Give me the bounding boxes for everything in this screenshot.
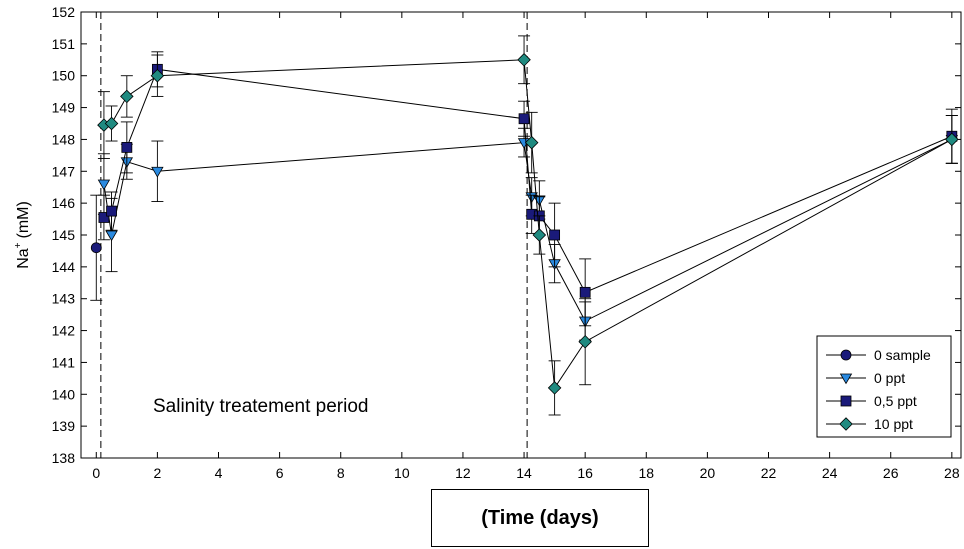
y-tick-label: 142 (52, 323, 76, 339)
x-axis-label-box: (Time (days) (431, 489, 649, 547)
x-tick-label: 10 (394, 465, 410, 481)
data-point (121, 141, 133, 153)
data-point (578, 334, 592, 349)
legend-label: 0,5 ppt (874, 393, 917, 409)
data-point (517, 53, 531, 67)
data-point (120, 89, 134, 104)
y-tick-label: 140 (52, 386, 76, 402)
data-point (524, 135, 539, 150)
data-point (579, 286, 591, 298)
annotation-salinity-period: Salinity treatement period (153, 396, 368, 417)
legend: 0 sample 0 ppt 0,5 ppt 10 ppt (816, 335, 952, 438)
series-0-sample (90, 194, 103, 301)
axes-layer: 0 2 4 6 8 10 12 14 16 18 20 22 24 26 28138139140141142… (52, 4, 961, 481)
y-tick-label: 152 (52, 4, 76, 20)
treatment-boundaries (100, 12, 528, 458)
y-tick-label: 150 (52, 68, 76, 84)
data-point (97, 179, 111, 191)
x-tick-label: 8 (337, 465, 345, 481)
y-axis-label-name: Na (15, 248, 32, 269)
x-tick-label: 2 (153, 465, 161, 481)
legend-label: 0 ppt (874, 370, 905, 386)
legend-item: 10 ppt (826, 416, 913, 432)
y-tick-label: 144 (52, 259, 76, 275)
legend-marker (839, 373, 853, 385)
data-point (104, 116, 119, 131)
x-axis-label: (Time (days) (481, 506, 599, 529)
data-point (105, 230, 118, 242)
x-tick-label: 16 (577, 465, 593, 481)
x-tick-label: 18 (638, 465, 654, 481)
x-tick-label: 12 (455, 465, 471, 481)
y-axis-label: Na+ (mM) (13, 201, 32, 269)
x-tick-label: 22 (761, 465, 777, 481)
legend-marker (840, 349, 852, 361)
x-tick-label: 4 (215, 465, 223, 481)
x-tick-label: 0 (92, 465, 100, 481)
y-tick-label: 138 (52, 450, 76, 466)
y-tick-label: 139 (52, 418, 76, 434)
y-tick-label: 151 (52, 36, 76, 52)
y-tick-label: 143 (52, 291, 76, 307)
data-point (90, 242, 102, 254)
y-tick-label: 148 (52, 131, 76, 147)
data-point (98, 212, 110, 223)
data-point (151, 166, 164, 178)
legend-marker (840, 395, 852, 407)
data-point (150, 68, 165, 83)
y-tick-label: 147 (52, 163, 76, 179)
data-point (106, 205, 117, 217)
y-axis-label-sup: + (13, 242, 24, 248)
y-tick-label: 149 (52, 100, 76, 116)
series-layer (90, 35, 959, 416)
legend-item: 0 sample (826, 347, 931, 363)
x-tick-label: 26 (883, 465, 899, 481)
x-tick-label: 6 (276, 465, 284, 481)
series-10-ppt (97, 35, 959, 416)
y-tick-label: 145 (52, 227, 76, 243)
svg-text:Na+(mM): Na+ (mM) (13, 201, 32, 269)
y-tick-label: 146 (52, 195, 76, 211)
series-line (103, 59, 953, 390)
legend-label: 0 sample (874, 347, 931, 363)
series-0-5-ppt (97, 51, 958, 327)
x-tick-label: 14 (516, 465, 532, 481)
data-point (945, 132, 959, 147)
legend-label: 10 ppt (874, 416, 913, 432)
data-point (547, 381, 562, 395)
legend-item: 0,5 ppt (826, 393, 917, 409)
legend-item: 0 ppt (826, 370, 905, 386)
x-tick-label: 28 (944, 465, 960, 481)
y-axis-label-unit: (mM) (15, 201, 32, 238)
y-tick-label: 141 (52, 354, 76, 370)
data-point (518, 113, 530, 125)
legend-box (816, 335, 952, 438)
legend-marker (839, 417, 853, 431)
series-line (103, 68, 953, 293)
data-point (549, 229, 561, 241)
data-point (532, 228, 547, 242)
x-tick-label: 24 (822, 465, 838, 481)
x-tick-label: 20 (700, 465, 716, 481)
series-0-ppt (97, 115, 959, 341)
